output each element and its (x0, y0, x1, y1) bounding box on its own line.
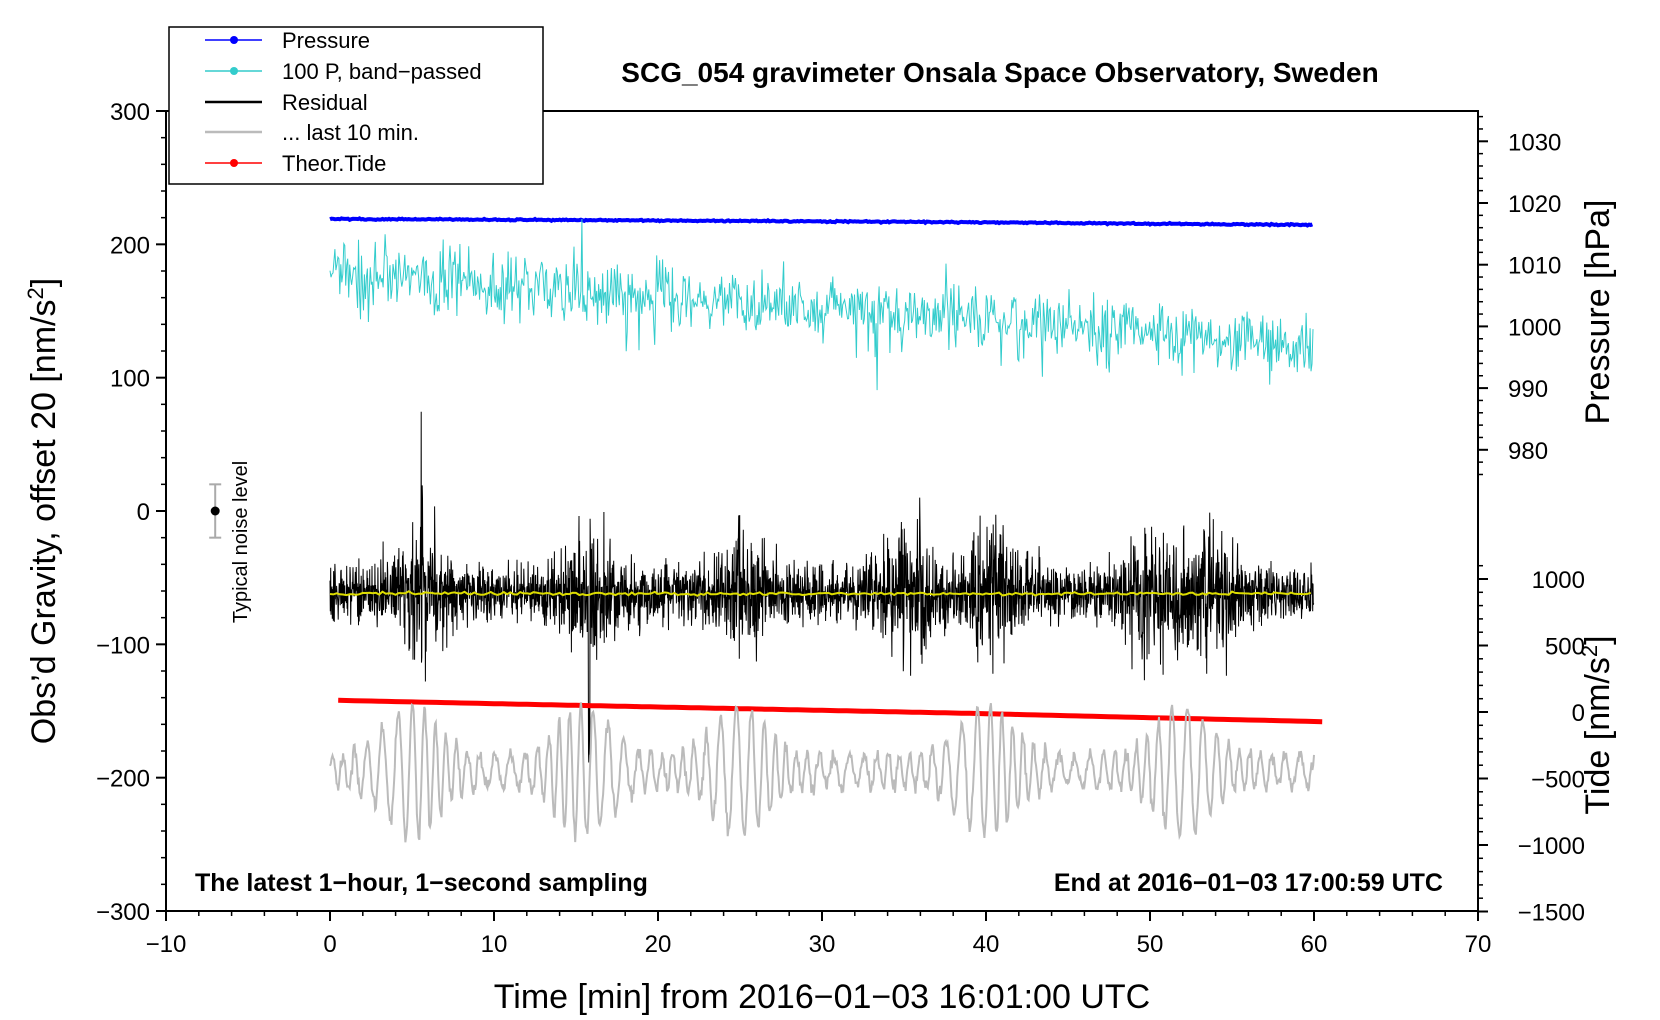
y-axis-label-left-close: ] (25, 278, 63, 287)
tide-tick-label: −1000 (1518, 833, 1585, 860)
y-axis-label-tide: Tide [nm/s2] (1577, 635, 1617, 814)
legend-label-residual: Residual (282, 90, 368, 115)
series-tide (338, 697, 1323, 725)
pressure-tick-label: 1000 (1508, 314, 1561, 341)
legend-label-tide: Theor.Tide (282, 151, 386, 176)
pressure-tick-label: 1010 (1508, 253, 1561, 280)
x-tick-label: 60 (1301, 931, 1328, 958)
y-tick-label: 300 (110, 99, 150, 126)
y-axis-label-tide-main: Tide [nm/s (1579, 657, 1617, 814)
y-axis-label-left-main: Obs’d Gravity, offset 20 [nm/s (25, 300, 63, 745)
x-tick-label: 70 (1465, 931, 1492, 958)
y-axis-label-pressure: Pressure [hPa] (1579, 200, 1617, 425)
legend-label-last10: ... last 10 min. (282, 120, 419, 145)
y-axis-label-tide-close: ] (1579, 635, 1617, 644)
x-tick-label: 40 (973, 931, 1000, 958)
y-tick-label: 100 (110, 366, 150, 393)
y-tick-label: 200 (110, 232, 150, 259)
series-residual-mean (329, 590, 1312, 597)
annotation-end-time: End at 2016−01−03 17:00:59 UTC (1054, 869, 1443, 897)
noise-bar (209, 483, 222, 539)
legend-sample-pressure-dot (230, 36, 238, 44)
x-tick-label: 10 (481, 931, 508, 958)
y-tick-label: −100 (96, 632, 150, 659)
tide-tick-label: −1500 (1518, 900, 1585, 927)
tide-tick-label: 0 (1572, 700, 1585, 727)
pressure-tick-label: 990 (1508, 376, 1548, 403)
chart-title: SCG_054 gravimeter Onsala Space Observat… (621, 57, 1378, 88)
series-last10 (329, 702, 1315, 843)
legend-box (168, 26, 544, 185)
tide-tick-label: 1000 (1532, 567, 1585, 594)
noise-label: Typical noise level (230, 461, 252, 623)
pressure-tick-label: 980 (1508, 438, 1548, 465)
y-tick-label: 0 (137, 499, 150, 526)
pressure-tick-label: 1030 (1508, 129, 1561, 156)
y-axis-label-left: Obs’d Gravity, offset 20 [nm/s2] (23, 278, 63, 744)
series-pressure (329, 216, 1314, 228)
x-tick-label: 50 (1137, 931, 1164, 958)
x-tick-label: −10 (146, 931, 187, 958)
tide-tick-label: 500 (1545, 634, 1585, 661)
tide-axis-ticks: −1500 −1000 −500 0 500 1000 (1478, 564, 1585, 927)
y-axis-label-tide-sup: 2 (1577, 645, 1602, 657)
legend: Pressure 100 P, band−passed Residual ...… (168, 26, 544, 185)
y-tick-label: −300 (96, 899, 150, 926)
series-layer (329, 216, 1323, 843)
y-tick-label: −200 (96, 766, 150, 793)
legend-sample-bandpassed-dot (230, 67, 238, 75)
x-axis-ticks: −10 0 10 20 30 40 50 60 70 (146, 911, 1492, 958)
x-axis-label: Time [min] from 2016−01−03 16:01:00 UTC (494, 978, 1150, 1016)
x-tick-label: 20 (645, 931, 672, 958)
series-bandpassed (329, 218, 1314, 391)
legend-sample-tide-dot (230, 159, 238, 167)
x-tick-label: 0 (323, 931, 336, 958)
legend-label-pressure: Pressure (282, 28, 370, 53)
pressure-axis-ticks: 980 990 1000 1010 1020 1030 (1478, 115, 1561, 476)
noise-bar-dot (210, 506, 220, 516)
pressure-tick-label: 1020 (1508, 191, 1561, 218)
annotation-latest-hour: The latest 1−hour, 1−second sampling (195, 869, 648, 897)
legend-label-bandpassed: 100 P, band−passed (282, 59, 482, 84)
y-axis-label-left-sup: 2 (23, 287, 48, 299)
y-axis-ticks: −300 −200 −100 0 100 200 300 (96, 99, 166, 926)
tide-tick-label: −500 (1531, 767, 1585, 794)
x-tick-label: 30 (809, 931, 836, 958)
series-residual (329, 411, 1315, 763)
